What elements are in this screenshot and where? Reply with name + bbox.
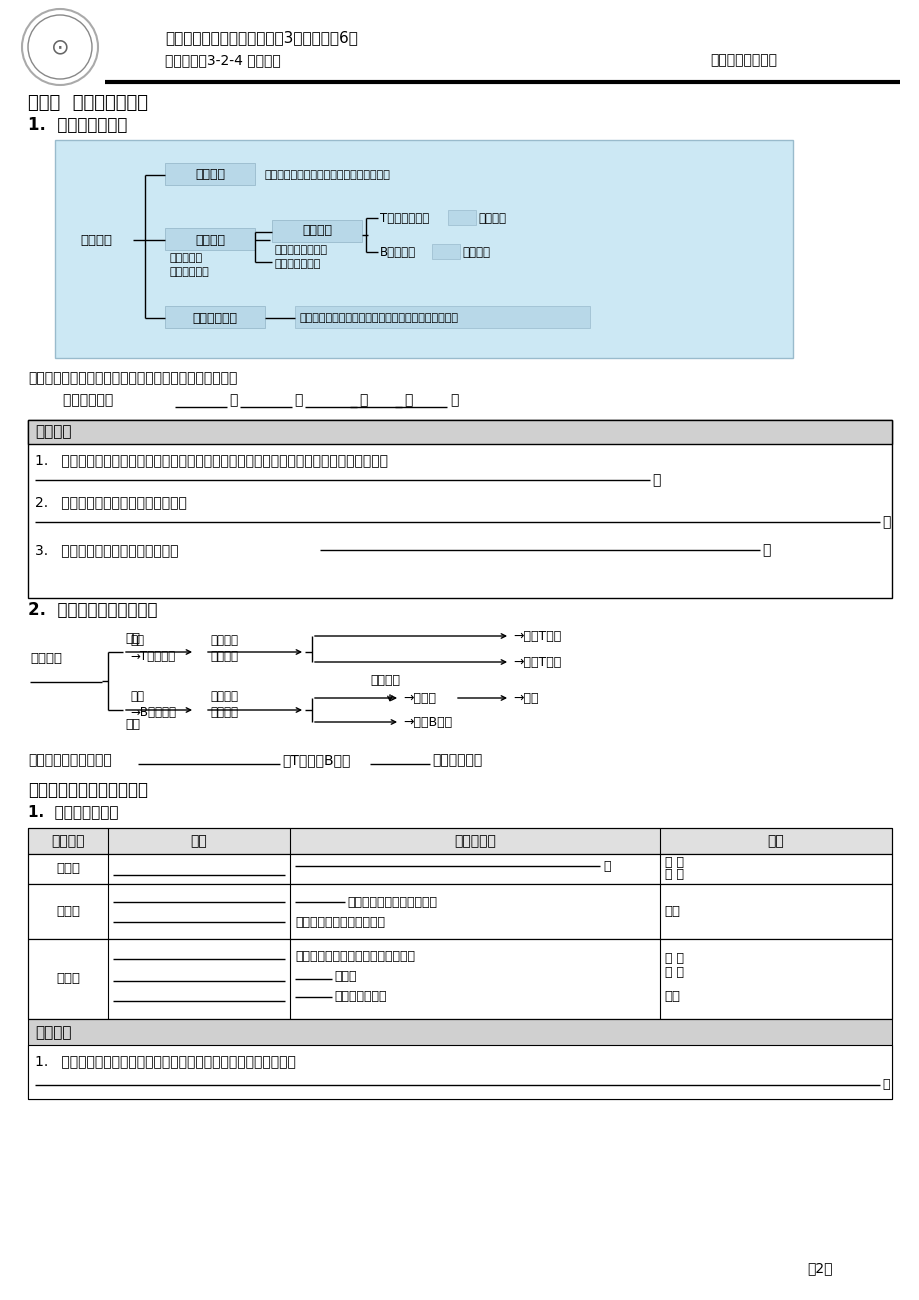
Text: 三道防线: 三道防线 (51, 835, 85, 848)
Text: 留在: 留在 (125, 718, 140, 731)
Text: →记忆B细胞: →记忆B细胞 (403, 715, 451, 728)
Text: 中成熟）: 中成熟） (478, 212, 505, 225)
Text: 出生后接触病原体入侵后才能形成的: 出生后接触病原体入侵后才能形成的 (295, 950, 414, 963)
Text: 学案设计：翟玉堂: 学案设计：翟玉堂 (709, 53, 777, 68)
Text: 2.   伤口感染后会化脓，脓液是什么？: 2. 伤口感染后会化脓，脓液是什么？ (35, 495, 187, 510)
Text: （由免疫细胞及其他细胞产生的发挥免疫作用的物质）: （由免疫细胞及其他细胞产生的发挥免疫作用的物质） (300, 313, 459, 322)
Text: 1.  免疫系统的组成: 1. 免疫系统的组成 (28, 116, 127, 134)
Text: 、: 、 (294, 393, 302, 407)
Text: 免疫活性物质: 免疫活性物质 (192, 312, 237, 325)
Text: 第2页: 第2页 (806, 1261, 832, 1275)
Text: 第一道: 第一道 (56, 862, 80, 875)
Text: 3.   为什么淋巴细胞还位于血液中？: 3. 为什么淋巴细胞还位于血液中？ (35, 543, 178, 556)
FancyBboxPatch shape (28, 939, 891, 1019)
Text: 。T细胞和B细胞: 。T细胞和B细胞 (282, 753, 350, 767)
Text: ＿ ＿: ＿ ＿ (664, 857, 683, 870)
Text: 第三道: 第三道 (56, 972, 80, 985)
Text: 2.  淋巴细胞的起源和分化: 2. 淋巴细胞的起源和分化 (28, 601, 157, 619)
Text: （发挥免疫: （发挥免疫 (170, 254, 203, 263)
Text: ＿ ＿: ＿ ＿ (664, 966, 683, 979)
FancyBboxPatch shape (28, 884, 891, 939)
Text: 转移至淋: 转移至淋 (210, 689, 238, 702)
FancyBboxPatch shape (165, 306, 265, 328)
Text: 转移至淋: 转移至淋 (210, 633, 238, 646)
Text: →浆细胞: →浆细胞 (403, 692, 436, 705)
FancyBboxPatch shape (28, 854, 891, 884)
Text: 某一类特定病原体，而是对: 某一类特定病原体，而是对 (346, 896, 437, 909)
Text: （二）免疫系统的防卫功能: （二）免疫系统的防卫功能 (28, 781, 148, 800)
Text: 淋巴细胞: 淋巴细胞 (301, 225, 332, 238)
Text: 第二道: 第二道 (56, 905, 80, 918)
Text: 多种病原体都有防御作用。: 多种病原体都有防御作用。 (295, 915, 384, 928)
FancyBboxPatch shape (28, 1045, 891, 1098)
Text: ＿ ＿: ＿ ＿ (664, 953, 683, 966)
Text: （免疫细胞生成、成熟或集中分布的场所）: （免疫细胞生成、成熟或集中分布的场所） (265, 170, 391, 179)
Text: 、: 、 (229, 393, 237, 407)
Text: 免疫器官有：: 免疫器官有： (28, 393, 113, 407)
FancyBboxPatch shape (28, 420, 891, 598)
FancyBboxPatch shape (448, 211, 475, 225)
Text: 。: 。 (761, 543, 769, 556)
Text: 内容：必修3-2-4 免疫调节: 内容：必修3-2-4 免疫调节 (165, 53, 280, 68)
Text: →记忆T细胞: →记忆T细胞 (513, 629, 561, 642)
Text: 免疫: 免疫 (664, 905, 679, 918)
Text: 想一想！: 想一想！ (35, 425, 72, 439)
Text: 。: 。 (881, 1079, 889, 1092)
FancyBboxPatch shape (28, 1019, 891, 1098)
FancyBboxPatch shape (272, 220, 361, 242)
FancyBboxPatch shape (295, 306, 589, 328)
Text: 。: 。 (652, 473, 660, 488)
Text: 巴器官中: 巴器官中 (210, 650, 238, 663)
Text: 免疫系统的组成：免疫器官、免疫细胞、免疫活性物质。: 免疫系统的组成：免疫器官、免疫细胞、免疫活性物质。 (28, 370, 237, 385)
Text: ＿ ＿: ＿ ＿ (664, 868, 683, 881)
Text: 免疫器官: 免疫器官 (195, 169, 225, 182)
Text: →T淋巴细胞: →T淋巴细胞 (130, 650, 175, 663)
Text: 作用的细胞）: 作用的细胞） (170, 266, 210, 277)
Text: 骨髓中的: 骨髓中的 (30, 651, 62, 664)
Text: 组成: 组成 (190, 835, 207, 848)
Text: 中成熟）: 中成熟） (461, 246, 490, 259)
Text: →B淋巴细胞: →B淋巴细胞 (130, 706, 176, 719)
Text: 功能及特点: 功能及特点 (454, 835, 495, 848)
FancyBboxPatch shape (28, 828, 891, 854)
Text: 免疫。: 免疫。 (334, 971, 357, 984)
Text: →抗体: →抗体 (513, 692, 538, 705)
Text: （一）  免疫系统的组成: （一） 免疫系统的组成 (28, 94, 148, 112)
FancyBboxPatch shape (165, 162, 255, 185)
Text: 免疫系统: 免疫系统 (80, 234, 112, 247)
Text: 液和淋巴结中）: 液和淋巴结中） (275, 259, 321, 269)
Text: T细胞（迁移到: T细胞（迁移到 (380, 212, 429, 225)
Text: 1.   体内有炎症时，扁桃体会肿大；患腮腺炎时，颌下等部位出现淋巴结肿大。这是为什么？: 1. 体内有炎症时，扁桃体会肿大；患腮腺炎时，颌下等部位出现淋巴结肿大。这是为什… (35, 452, 388, 467)
Text: B细胞（在: B细胞（在 (380, 246, 415, 259)
Text: 总结：淋巴细胞均来自: 总结：淋巴细胞均来自 (28, 753, 111, 767)
Text: 特定的病原体。: 特定的病原体。 (334, 991, 386, 1004)
Text: 发育: 发育 (130, 633, 144, 646)
Text: 1.  人体的三道防线: 1. 人体的三道防线 (28, 805, 119, 819)
Text: 。: 。 (449, 393, 458, 407)
Text: 进入: 进入 (125, 632, 140, 645)
Text: 巴器官中: 巴器官中 (210, 706, 238, 719)
Text: ；: ； (602, 859, 610, 872)
FancyBboxPatch shape (432, 244, 460, 259)
Text: 、: 、 (403, 393, 412, 407)
FancyBboxPatch shape (165, 227, 255, 250)
Text: ⊙: ⊙ (51, 36, 69, 57)
Text: 的场所不同。: 的场所不同。 (432, 753, 482, 767)
FancyBboxPatch shape (55, 140, 792, 358)
Text: 免疫: 免疫 (664, 991, 679, 1004)
Text: →效应T细胞: →效应T细胞 (513, 655, 561, 668)
Text: 发育: 发育 (130, 689, 144, 702)
Text: 想一想！: 想一想！ (35, 1026, 72, 1040)
Text: 。: 。 (881, 515, 890, 529)
Text: 、: 、 (358, 393, 367, 407)
Text: （位于淋巴液、血: （位于淋巴液、血 (275, 244, 328, 255)
Text: 1.   唾液、胃液中均有杀菌物质，它们属于第二道防线吗？为什么？: 1. 唾液、胃液中均有杀菌物质，它们属于第二道防线吗？为什么？ (35, 1054, 296, 1069)
Text: 抗原刺激: 抗原刺激 (369, 673, 400, 686)
Text: 免疫细胞: 免疫细胞 (195, 234, 225, 247)
FancyBboxPatch shape (28, 420, 891, 445)
Text: 名称: 名称 (766, 835, 784, 848)
Text: 吉林省实验中学生物学科必修3新课学案（6）: 吉林省实验中学生物学科必修3新课学案（6） (165, 30, 357, 46)
